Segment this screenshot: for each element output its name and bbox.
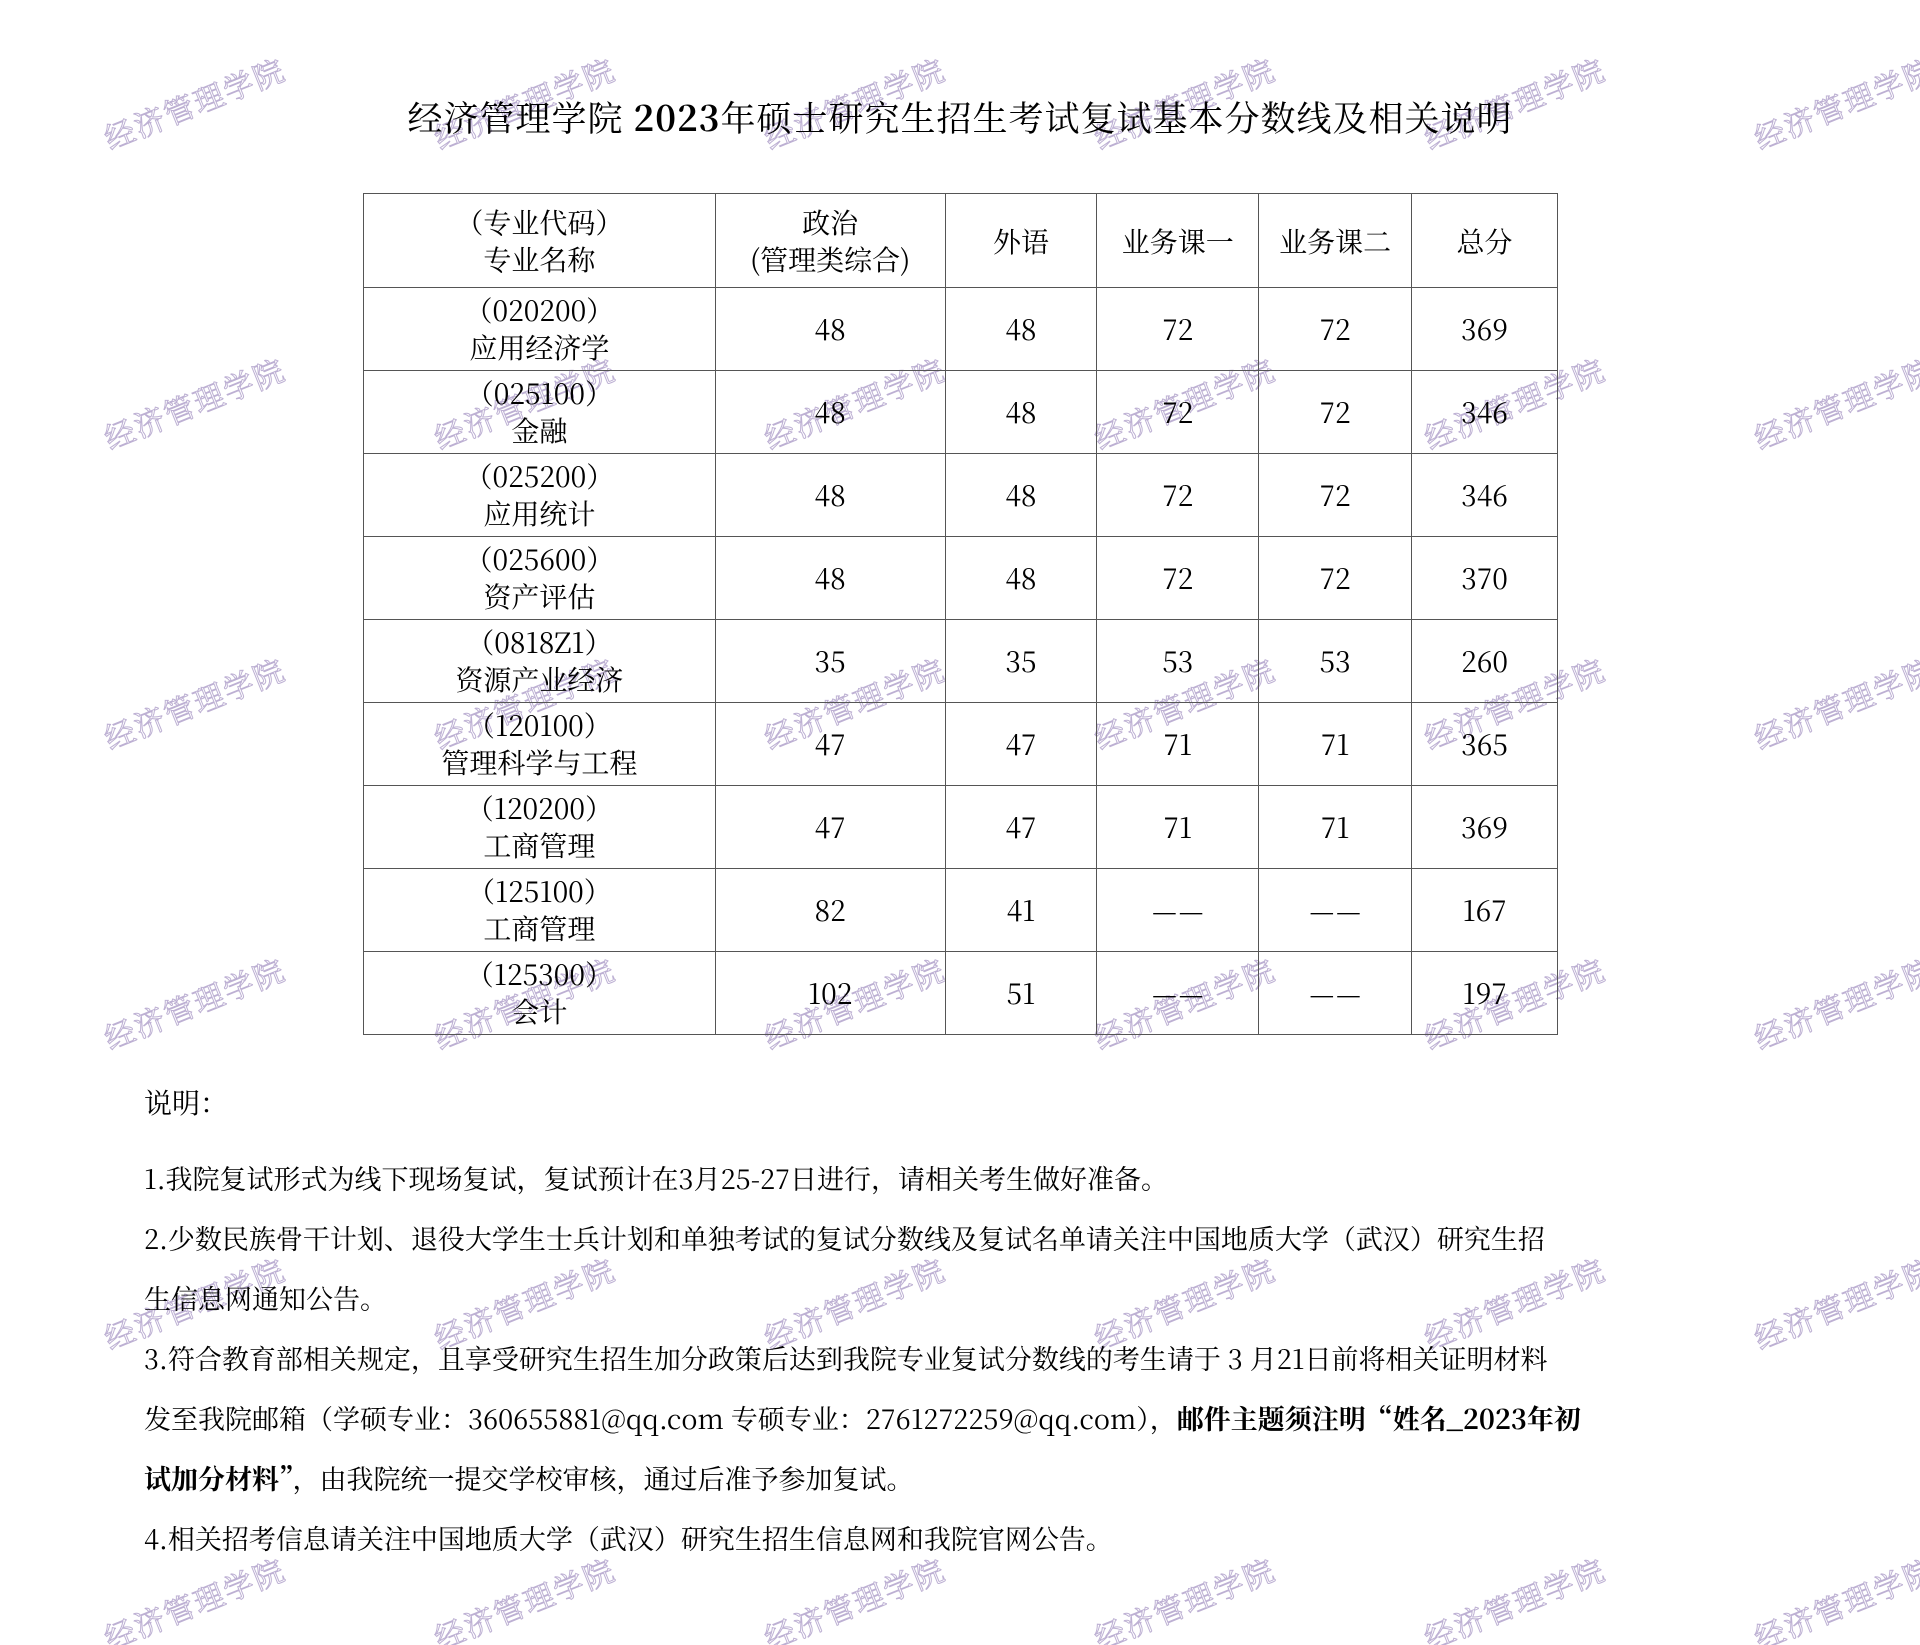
svg-text:经济管理学院: 经济管理学院 [1747,946,1920,1059]
svg-text:经济管理学院: 经济管理学院 [97,346,292,459]
svg-text:经济管理学院: 经济管理学院 [1747,646,1920,759]
svg-text:经济管理学院: 经济管理学院 [97,946,292,1059]
svg-text:经济管理学院: 经济管理学院 [1747,346,1920,459]
svg-text:经济管理学院: 经济管理学院 [97,646,292,759]
